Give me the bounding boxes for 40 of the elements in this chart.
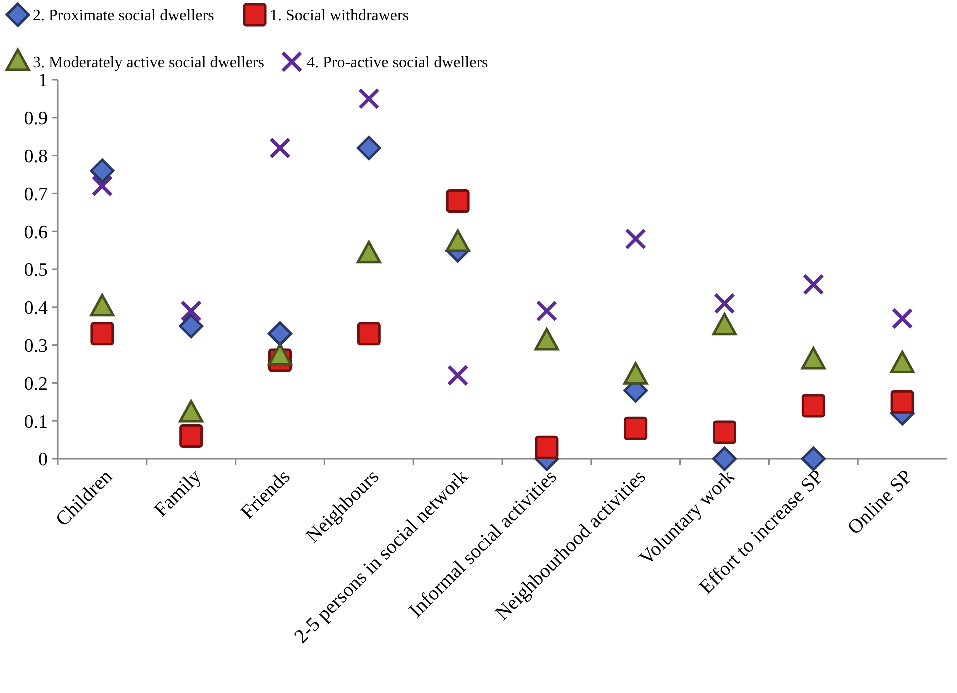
- y-tick-label: 0.4: [24, 298, 48, 320]
- y-tick-label: 0: [38, 450, 48, 471]
- point: [358, 88, 380, 110]
- point: [92, 175, 114, 197]
- point: [356, 136, 382, 160]
- point: [713, 420, 736, 444]
- legend-label: 2. Proximate social dwellers: [33, 8, 214, 25]
- point: [179, 314, 204, 339]
- y-tick-label: 0.1: [24, 412, 48, 433]
- point: [536, 300, 558, 322]
- point: [90, 158, 115, 184]
- y-tick-label: 0.2: [24, 374, 48, 395]
- point: [180, 300, 202, 322]
- point: [802, 274, 824, 296]
- point: [357, 322, 381, 346]
- y-tick-label: 0.8: [24, 146, 48, 168]
- y-tick-label: 0.6: [24, 222, 48, 244]
- y-tick-label: 0.9: [24, 108, 48, 130]
- point: [712, 446, 737, 472]
- y-tick-label: 0.3: [24, 336, 48, 357]
- legend-label: 4. Pro-active social dwellers: [307, 54, 488, 72]
- point: [447, 364, 469, 386]
- point: [624, 416, 648, 440]
- point: [535, 436, 559, 460]
- point: [270, 137, 291, 159]
- legend-label: 1. Social withdrawers: [270, 8, 410, 25]
- point: [180, 424, 204, 448]
- y-tick-label: 1: [38, 70, 48, 92]
- point: [802, 394, 826, 418]
- point: [625, 228, 647, 250]
- y-tick-label: 0.5: [24, 260, 48, 282]
- point: [90, 322, 114, 346]
- y-tick-label: 0.7: [24, 184, 48, 206]
- point: [890, 390, 914, 414]
- point: [268, 322, 292, 346]
- point: [446, 190, 470, 214]
- point: [801, 446, 826, 472]
- point: [714, 292, 736, 314]
- legend-label: 3. Moderately active social dwellers: [33, 54, 264, 72]
- point: [892, 308, 914, 330]
